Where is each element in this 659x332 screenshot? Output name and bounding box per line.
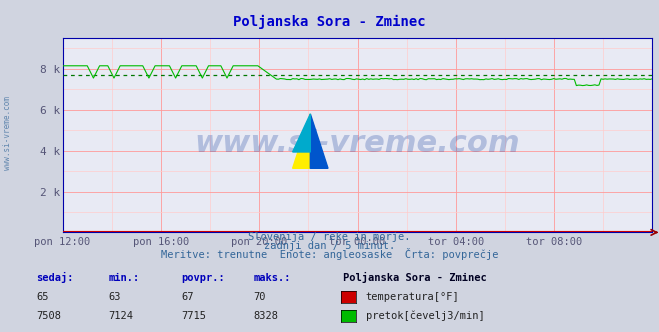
Text: Meritve: trenutne  Enote: angleosaske  Črta: povprečje: Meritve: trenutne Enote: angleosaske Črt… — [161, 248, 498, 260]
Text: zadnji dan / 5 minut.: zadnji dan / 5 minut. — [264, 241, 395, 251]
Text: pretok[čevelj3/min]: pretok[čevelj3/min] — [366, 310, 484, 321]
Text: sedaj:: sedaj: — [36, 272, 74, 283]
Text: 7715: 7715 — [181, 311, 206, 321]
Text: Slovenija / reke in morje.: Slovenija / reke in morje. — [248, 232, 411, 242]
Text: 63: 63 — [109, 292, 121, 302]
Text: 65: 65 — [36, 292, 49, 302]
Text: povpr.:: povpr.: — [181, 273, 225, 283]
Text: 7508: 7508 — [36, 311, 61, 321]
Text: 70: 70 — [254, 292, 266, 302]
Polygon shape — [293, 114, 310, 152]
Text: Poljanska Sora - Zminec: Poljanska Sora - Zminec — [343, 272, 486, 283]
Text: 7124: 7124 — [109, 311, 134, 321]
Text: www.si-vreme.com: www.si-vreme.com — [3, 96, 13, 170]
Text: Poljanska Sora - Zminec: Poljanska Sora - Zminec — [233, 15, 426, 29]
Polygon shape — [310, 114, 328, 168]
Text: 8328: 8328 — [254, 311, 279, 321]
Text: min.:: min.: — [109, 273, 140, 283]
Text: www.si-vreme.com: www.si-vreme.com — [194, 128, 521, 158]
Text: maks.:: maks.: — [254, 273, 291, 283]
Text: temperatura[°F]: temperatura[°F] — [366, 292, 459, 302]
Polygon shape — [293, 114, 310, 168]
Text: 67: 67 — [181, 292, 194, 302]
